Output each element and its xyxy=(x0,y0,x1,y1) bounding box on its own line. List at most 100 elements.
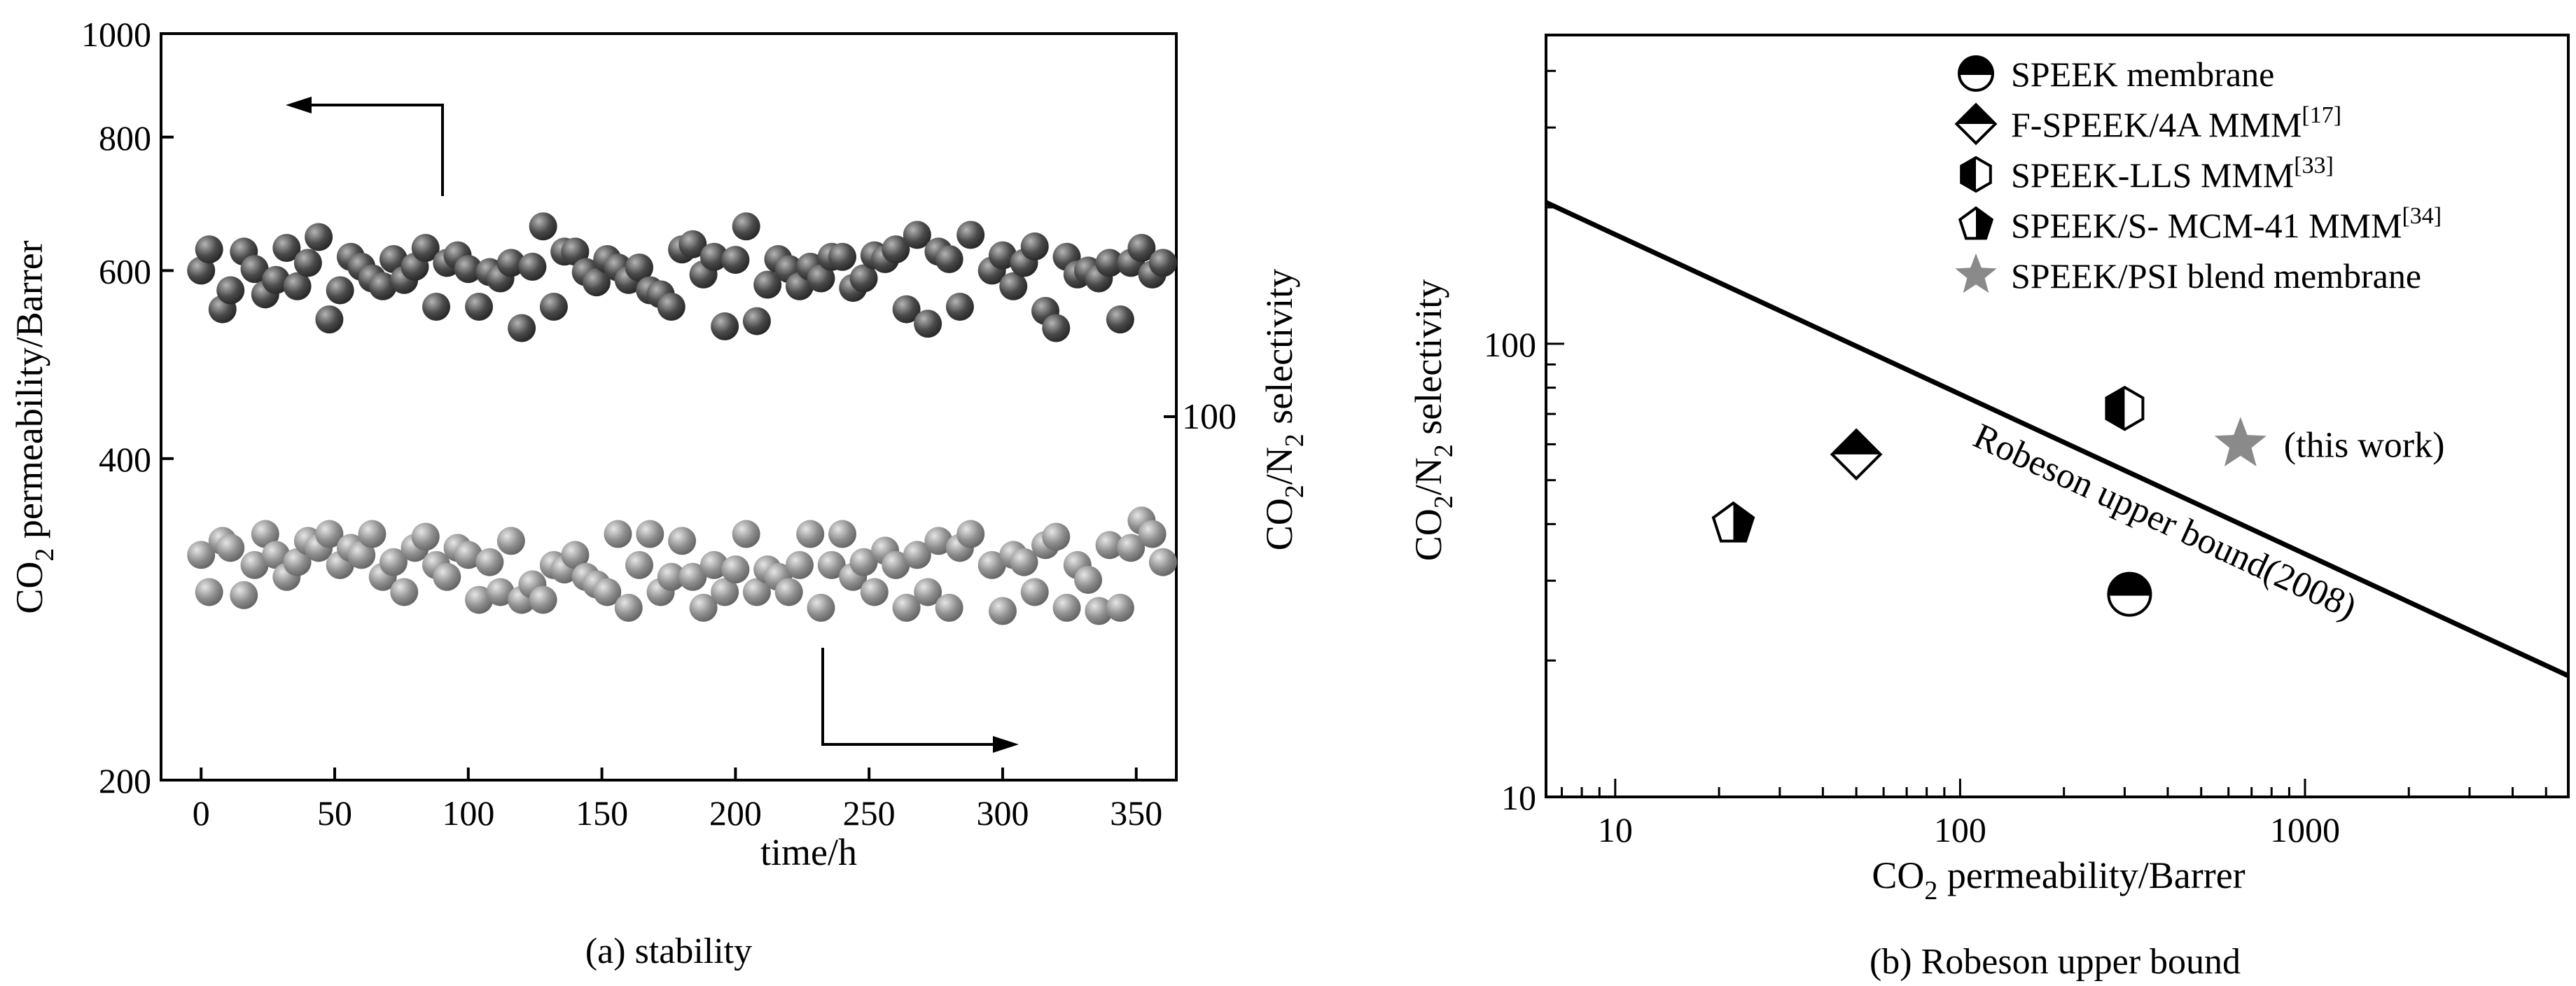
stability-chart: 0 50 100 150 200 250 300 350 200 400 600 800 1000 1… xyxy=(8,15,1309,971)
selectivity-point-35 xyxy=(561,541,590,569)
selectivity-point-70 xyxy=(935,593,963,622)
permeability-point-72 xyxy=(956,221,985,249)
selectivity-point-84 xyxy=(1095,531,1124,560)
selectivity-point-39 xyxy=(604,520,632,548)
permeability-point-67 xyxy=(903,221,931,249)
selectivity-point-58 xyxy=(807,593,835,622)
permeability-point-50 xyxy=(721,246,750,275)
permeability-point-32 xyxy=(529,212,557,241)
selectivity-point-52 xyxy=(742,578,771,606)
selectivity-point-16 xyxy=(358,520,387,548)
x-axis-b: 10 100 1000 xyxy=(1561,779,2547,849)
y-tick-label-a-2: 600 xyxy=(99,251,151,291)
permeability-point-68 xyxy=(914,310,942,338)
legend-label-2: SPEEK-LLS MMM[33] xyxy=(2011,153,2334,195)
point-circle-half-0 xyxy=(2107,571,2152,617)
permeability-point-53 xyxy=(753,270,782,299)
caption-b: (b) Robeson upper bound xyxy=(1870,942,2241,982)
selectivity-point-44 xyxy=(657,562,685,591)
this-work-annotation: (this work) xyxy=(2284,425,2445,465)
membrane-points xyxy=(1711,385,2267,617)
permeability-point-0 xyxy=(187,256,216,285)
y-axis-title-b: CO2/N2 selectivity xyxy=(1407,279,1458,561)
selectivity-point-60 xyxy=(828,520,857,548)
selectivity-point-29 xyxy=(496,527,525,555)
permeability-point-89 xyxy=(1148,249,1177,277)
selectivity-point-50 xyxy=(721,555,750,584)
permeability-point-1 xyxy=(195,235,223,264)
selectivity-point-76 xyxy=(1010,548,1038,576)
x-tick-label-b-2: 1000 xyxy=(2270,810,2340,849)
legend-marker-1 xyxy=(1954,102,1998,146)
selectivity-point-7 xyxy=(262,541,291,569)
legend-label-text-1: F-SPEEK/4A MMM xyxy=(2011,105,2302,144)
x-axis-a: 0 50 100 150 200 250 300 350 xyxy=(193,768,1162,833)
permeability-point-70 xyxy=(935,244,963,273)
selectivity-point-67 xyxy=(903,541,931,569)
selectivity-point-56 xyxy=(785,550,814,579)
selectivity-point-5 xyxy=(240,550,269,579)
y-tick-label-b-0: 10 xyxy=(1501,778,1536,817)
point-hexagon-half-2 xyxy=(2105,385,2145,431)
permeability-point-46 xyxy=(678,230,707,258)
permeability-point-75 xyxy=(999,272,1028,300)
point-star-4 xyxy=(2214,417,2267,467)
selectivity-point-9 xyxy=(283,548,312,576)
permeability-point-84 xyxy=(1095,249,1124,277)
selectivity-point-25 xyxy=(454,541,482,569)
permeability-point-11 xyxy=(305,223,333,251)
x-tick-label-a-5: 250 xyxy=(843,793,896,833)
selectivity-point-40 xyxy=(614,593,643,622)
permeability-point-18 xyxy=(379,244,408,273)
selectivity-point-48 xyxy=(699,550,728,579)
legend-marker-2 xyxy=(1960,155,1992,193)
arrow-to-left-axis xyxy=(286,97,444,196)
caption-a: (a) stability xyxy=(585,931,752,971)
y-axis-right-title-a: CO2/N2 selectivity xyxy=(1258,269,1309,550)
arrow-to-right-axis xyxy=(821,648,1019,753)
selectivity-point-49 xyxy=(711,578,739,606)
y-axis-left-title-a: CO2 permeability/Barrer xyxy=(8,240,60,613)
selectivity-point-6 xyxy=(251,520,279,548)
selectivity-point-23 xyxy=(433,562,461,591)
selectivity-point-19 xyxy=(390,578,419,606)
y-axis-right-a: 100 xyxy=(1164,397,1237,437)
permeability-point-62 xyxy=(849,264,878,293)
permeability-point-3 xyxy=(216,276,245,305)
selectivity-point-45 xyxy=(668,527,697,555)
selectivity-point-85 xyxy=(1106,593,1134,622)
permeability-point-37 xyxy=(582,268,611,297)
selectivity-point-47 xyxy=(689,593,718,622)
selectivity-point-57 xyxy=(796,520,825,548)
permeability-point-51 xyxy=(732,212,760,241)
legend-ref-1: [17] xyxy=(2302,102,2341,128)
robeson-upper-bound-line xyxy=(1545,200,2570,679)
permeability-series xyxy=(187,212,1177,342)
selectivity-point-1 xyxy=(195,578,223,606)
selectivity-point-0 xyxy=(187,541,216,569)
selectivity-point-86 xyxy=(1117,534,1146,562)
selectivity-point-89 xyxy=(1148,548,1177,576)
legend-marker-4 xyxy=(1955,253,1997,293)
selectivity-point-15 xyxy=(347,541,376,569)
legend-marker-3 xyxy=(1958,206,1994,240)
legend-label-1: F-SPEEK/4A MMM[17] xyxy=(2011,102,2341,144)
legend-label-text-2: SPEEK-LLS MMM xyxy=(2011,155,2294,195)
permeability-point-58 xyxy=(807,264,835,293)
selectivity-point-72 xyxy=(956,520,985,548)
selectivity-point-66 xyxy=(892,593,921,622)
selectivity-point-74 xyxy=(988,597,1017,625)
point-pentagon-half-3 xyxy=(1711,501,1755,543)
legend-label-text-0: SPEEK membrane xyxy=(2011,55,2274,94)
selectivity-point-77 xyxy=(1020,578,1049,606)
permeability-point-7 xyxy=(262,265,291,294)
x-tick-label-b-1: 100 xyxy=(1934,810,1986,849)
y-tick-label-b-1: 100 xyxy=(1484,325,1536,364)
selectivity-point-12 xyxy=(315,520,344,548)
y-left-rest: permeability/Barrer xyxy=(8,240,50,548)
permeability-point-48 xyxy=(699,242,728,271)
selectivity-point-80 xyxy=(1052,593,1081,622)
selectivity-point-55 xyxy=(774,578,803,606)
